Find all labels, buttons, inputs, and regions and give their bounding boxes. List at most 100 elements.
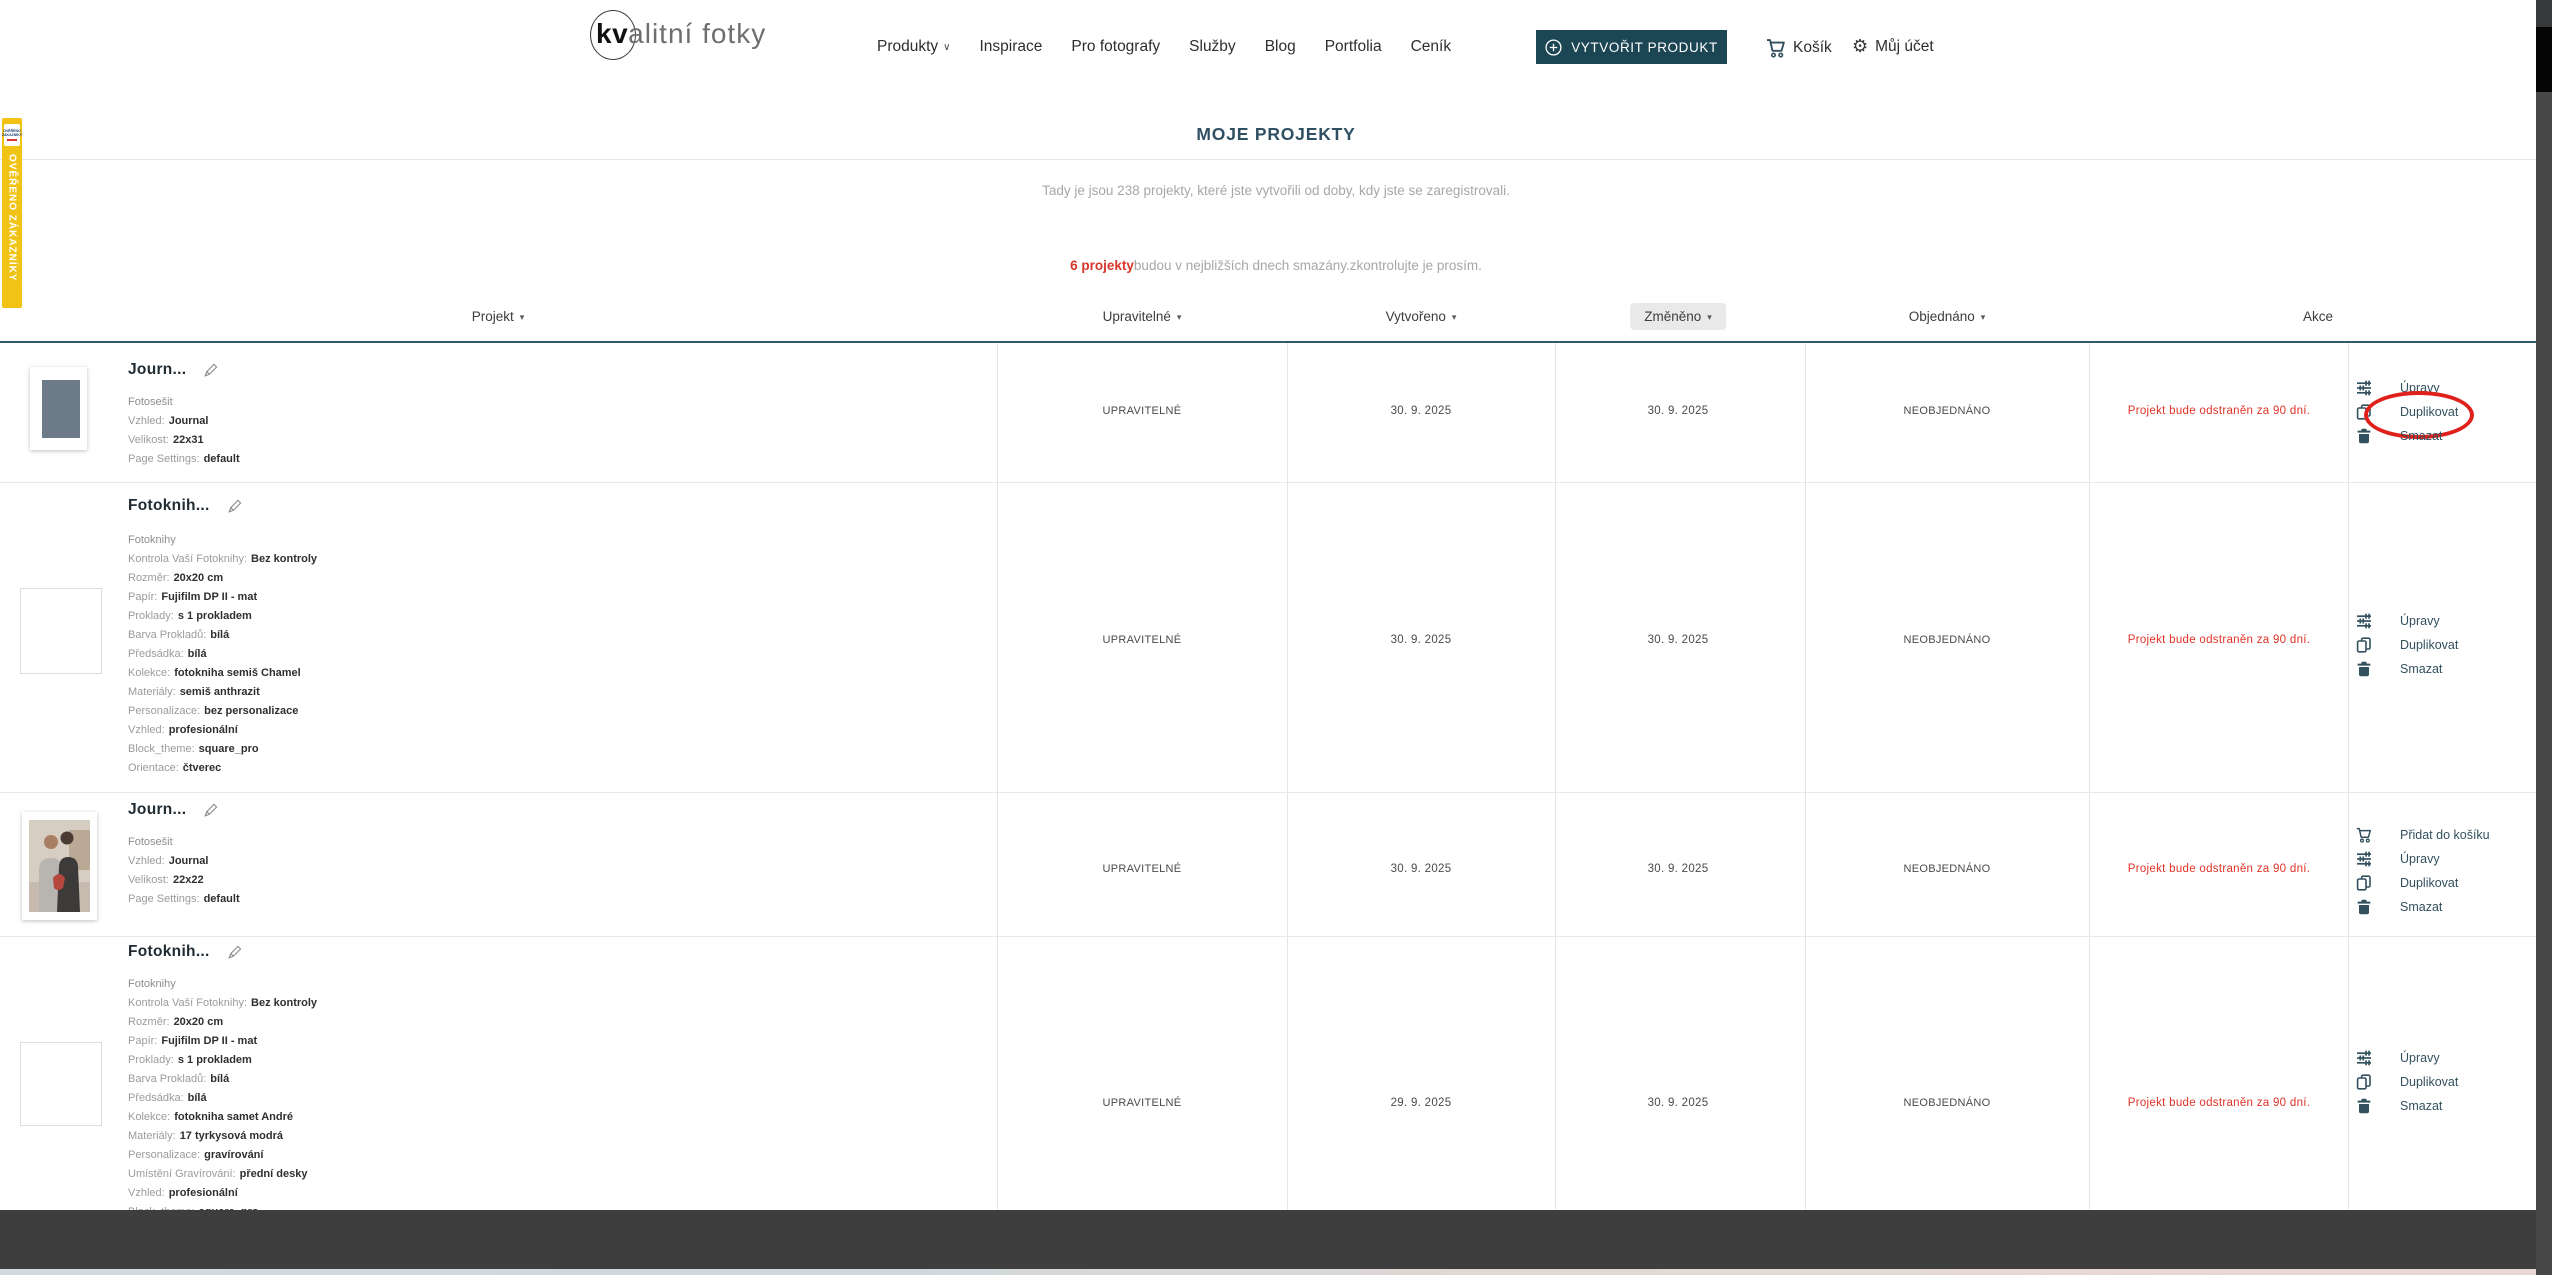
column-divider <box>1555 343 1556 1210</box>
column-header[interactable]: Projekt ▾ <box>458 303 539 330</box>
action-item[interactable]: Smazat <box>2356 1094 2458 1118</box>
project-title: Journ... <box>128 361 187 378</box>
badge-text: ZÁKAZNÍKY <box>1 133 23 137</box>
project-detail: Materiály: 17 tyrkysová modrá <box>128 1127 317 1146</box>
nav-item[interactable]: Produkty ∨ <box>877 38 951 56</box>
column-header[interactable]: Změněno ▾ <box>1630 303 1726 330</box>
action-item[interactable]: Smazat <box>2356 424 2458 448</box>
detail-label: Rozměr: <box>128 1016 170 1028</box>
cart-label: Košík <box>1793 39 1832 56</box>
detail-label: Rozměr: <box>128 572 170 584</box>
detail-label: Orientace: <box>128 762 179 774</box>
plus-circle-icon <box>1545 38 1562 56</box>
detail-label: Předsádka: <box>128 648 184 660</box>
action-item[interactable]: Smazat <box>2356 657 2458 681</box>
detail-value: square_pro <box>198 743 259 755</box>
project-detail: Barva Prokladů: bílá <box>128 1070 317 1089</box>
project-detail: Kontrola Vaší Fotoknihy: Bez kontroly <box>128 994 317 1013</box>
scrollbar-thumb[interactable] <box>2536 27 2552 92</box>
scrollbar[interactable] <box>2536 0 2552 1275</box>
action-item[interactable]: Duplikovat <box>2356 1070 2458 1094</box>
nav-item[interactable]: Inspirace∨ <box>980 38 1043 56</box>
detail-label: Kolekce: <box>128 667 171 679</box>
nav-item[interactable]: Blog∨ <box>1265 38 1296 56</box>
create-product-button[interactable]: VYTVOŘIT PRODUKT <box>1536 30 1727 64</box>
column-header[interactable]: Upravitelné ▾ <box>1089 303 1196 330</box>
verified-customers-banner[interactable]: OVĚŘENO ZÁKAZNÍKY OVĚŘENO ZÁKAZNÍKY <box>2 118 22 308</box>
ordered-status: NEOBJEDNÁNO <box>1903 863 1991 875</box>
row-actions: Přidat do košíku Úpravy Duplikovat Smaza… <box>2356 823 2490 919</box>
detail-label: Barva Prokladů: <box>128 629 207 641</box>
edit-pencil-icon[interactable] <box>203 362 219 378</box>
project-detail: Kolekce: fotokniha samet André <box>128 1108 317 1127</box>
project-detail: Block_theme:square_pro <box>128 740 317 759</box>
account-link[interactable]: ⚙ Můj účet <box>1852 38 1934 56</box>
column-label: Objednáno <box>1908 309 1975 324</box>
created-date: 30. 9. 2025 <box>1390 405 1452 417</box>
detail-value: bílá <box>187 648 207 660</box>
action-item[interactable]: Úpravy <box>2356 847 2490 871</box>
detail-value: Fujifilm DP II - mat <box>161 591 258 603</box>
create-product-label: VYTVOŘIT PRODUKT <box>1571 39 1718 55</box>
detail-value: s 1 prokladem <box>177 1054 252 1066</box>
copy-icon <box>2356 1074 2372 1090</box>
deletion-countdown: Projekt bude odstraněn za 90 dní. <box>2127 1097 2311 1109</box>
table-row: Fotoknih... Fotoknihy Kontrola Vaší Foto… <box>0 483 2536 793</box>
scrollbar-cap <box>2536 0 2552 27</box>
action-item[interactable]: Duplikovat <box>2356 633 2458 657</box>
edit-pencil-icon[interactable] <box>227 944 243 960</box>
action-item[interactable]: Úpravy <box>2356 609 2458 633</box>
action-item[interactable]: Úpravy <box>2356 1046 2458 1070</box>
column-header[interactable]: Vytvořeno ▾ <box>1372 303 1471 330</box>
column-header[interactable]: Objednáno ▾ <box>1895 303 2000 330</box>
nav-item-label: Portfolia <box>1324 38 1382 55</box>
action-item[interactable]: Smazat <box>2356 895 2490 919</box>
action-item[interactable]: Duplikovat <box>2356 871 2490 895</box>
column-divider <box>2089 343 2090 1210</box>
project-detail: Vzhled: Journal <box>128 412 240 431</box>
thumbnail-photo <box>29 820 90 912</box>
action-label: Duplikovat <box>2400 638 2459 652</box>
detail-value: gravírování <box>204 1149 264 1161</box>
editable-status: UPRAVITELNÉ <box>1102 405 1182 417</box>
deletion-warning-rest: budou v nejbližších dnech smazány.zkontr… <box>1133 258 1482 273</box>
projects-table: Journ... Fotosešit Vzhled: Journal Velikos… <box>0 343 2536 1218</box>
nav-item[interactable]: Ceník∨ <box>1411 38 1452 56</box>
project-detail: Vzhled: profesionální <box>128 721 317 740</box>
action-label: Přidat do košíku <box>2400 828 2490 842</box>
detail-value: 20x20 cm <box>173 572 224 584</box>
editable-status: UPRAVITELNÉ <box>1102 1097 1182 1109</box>
detail-value: Fujifilm DP II - mat <box>161 1035 258 1047</box>
project-thumbnail[interactable] <box>20 1042 102 1126</box>
ordered-status: NEOBJEDNÁNO <box>1903 405 1991 417</box>
action-item[interactable]: Úpravy <box>2356 376 2458 400</box>
column-divider <box>997 343 998 1210</box>
edit-pencil-icon[interactable] <box>227 498 243 514</box>
nav-item[interactable]: Portfolia∨ <box>1325 38 1382 56</box>
trash-icon <box>2356 428 2372 444</box>
nav-item-label: Pro fotografy <box>1071 38 1161 55</box>
action-label: Duplikovat <box>2400 1075 2459 1089</box>
column-header[interactable]: Akce▾ <box>2289 303 2347 330</box>
column-divider <box>2348 343 2349 1210</box>
action-item[interactable]: Duplikovat <box>2356 391 2475 439</box>
site-logo[interactable]: kv alitní fotky <box>590 10 766 60</box>
project-detail: Materiály: semiš anthrazit <box>128 683 317 702</box>
table-row: Journ... Fotosešit Vzhled: Journal Velikos… <box>0 793 2536 937</box>
edit-pencil-icon[interactable] <box>203 802 219 818</box>
created-date: 30. 9. 2025 <box>1390 634 1452 646</box>
cart-icon <box>2356 827 2372 843</box>
action-item[interactable]: Přidat do košíku <box>2356 823 2490 847</box>
project-title: Fotoknih... <box>128 943 210 960</box>
nav-item[interactable]: Služby∨ <box>1189 38 1236 56</box>
copy-icon <box>2356 875 2372 891</box>
project-thumbnail[interactable] <box>30 367 87 450</box>
nav-item[interactable]: Pro fotografy∨ <box>1071 38 1160 56</box>
column-divider <box>1287 343 1288 1210</box>
project-thumbnail[interactable] <box>22 812 97 920</box>
action-label: Úpravy <box>2400 1051 2440 1065</box>
column-label: Změněno <box>1644 309 1702 324</box>
badge-underline <box>7 138 17 141</box>
cart-link[interactable]: Košík <box>1766 38 1832 58</box>
project-thumbnail[interactable] <box>20 588 102 674</box>
